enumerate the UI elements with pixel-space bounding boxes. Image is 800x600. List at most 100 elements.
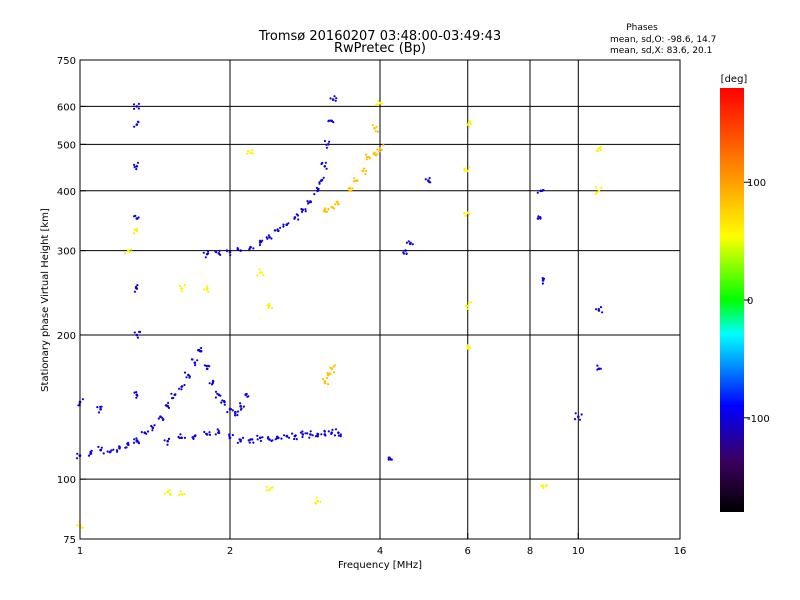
data-point-scatter (411, 243, 414, 246)
data-point-scatter (353, 180, 356, 183)
data-point-scatter (266, 237, 269, 240)
data-point (337, 431, 340, 435)
data-point-scatter (285, 223, 288, 226)
data-point-scatter (157, 417, 160, 420)
data-point-scatter (541, 278, 545, 281)
data-point-scatter (223, 403, 226, 406)
data-point-scatter (205, 432, 208, 435)
data-point-scatter (216, 392, 219, 395)
x-tick-label: 10 (572, 546, 585, 557)
data-point-scatter (251, 152, 254, 155)
data-point-scatter (387, 458, 390, 461)
data-point-scatter (463, 168, 466, 171)
data-point-scatter (220, 401, 223, 404)
data-point-scatter (214, 433, 217, 436)
x-axis-label: Frequency [MHz] (338, 560, 422, 571)
data-point-scatter (228, 433, 231, 436)
x-tick-label: 16 (674, 546, 687, 557)
data-point-scatter (133, 331, 136, 334)
data-point-scatter (137, 441, 140, 444)
data-point-scatter (132, 441, 136, 444)
data-point-scatter (309, 430, 312, 433)
data-point-scatter (241, 436, 245, 439)
data-point-scatter (265, 489, 269, 492)
phase-stats-x: mean, sd,X: 83.6, 20.1 (610, 46, 712, 56)
data-point-scatter (468, 346, 471, 349)
data-point-scatter (133, 391, 136, 394)
data-point-scatter (300, 210, 304, 213)
data-point (249, 151, 252, 155)
data-point-scatter (601, 311, 604, 314)
data-point-scatter (208, 431, 211, 434)
data-point-scatter (136, 394, 139, 397)
data-point-scatter (304, 210, 307, 213)
data-point-scatter (236, 248, 239, 252)
data-point-scatter (183, 436, 186, 439)
data-point-scatter (293, 217, 296, 220)
data-point-scatter (208, 433, 212, 436)
data-point-scatter (319, 500, 322, 503)
data-point-scatter (108, 451, 111, 454)
data-point-scatter (167, 401, 170, 404)
data-point-scatter (178, 493, 181, 496)
y-tick-label: 750 (57, 56, 76, 67)
data-point (180, 436, 183, 440)
data-point-scatter (125, 446, 128, 449)
data-point-scatter (256, 274, 259, 277)
data-point-scatter (135, 168, 138, 171)
data-point-scatter (325, 143, 328, 146)
data-point-scatter (136, 284, 139, 287)
data-point (268, 235, 271, 239)
data-point-scatter (329, 372, 332, 375)
data-point-scatter (595, 308, 598, 311)
data-point-scatter (267, 234, 270, 237)
data-point-scatter (333, 434, 336, 437)
data-point-scatter (136, 161, 140, 164)
data-point-scatter (325, 167, 328, 170)
data-point-scatter (136, 336, 139, 339)
data-point-scatter (256, 434, 259, 437)
data-point-scatter (183, 284, 187, 287)
data-point-scatter (599, 306, 603, 309)
data-point (327, 143, 330, 146)
data-point-scatter (599, 145, 602, 148)
data-point-scatter (599, 148, 602, 151)
data-point-scatter (248, 441, 251, 444)
data-point-scatter (324, 161, 327, 164)
y-tick-label: 75 (63, 535, 76, 546)
colorbar-label: [deg] (721, 74, 748, 85)
data-point (373, 127, 376, 130)
data-point-scatter (205, 288, 209, 291)
data-point-scatter (266, 304, 269, 307)
data-point-scatter (296, 214, 300, 217)
data-point-scatter (183, 371, 187, 374)
data-point-scatter (270, 237, 273, 240)
x-axis-ticks: 1 2 4 6 8 10 16 (77, 533, 687, 557)
data-point-scatter (324, 382, 327, 385)
data-point-scatter (596, 368, 599, 371)
data-point-scatter (326, 372, 329, 375)
data-point-scatter (348, 189, 351, 192)
data-point-scatter (332, 365, 335, 368)
data-point-scatter (424, 178, 427, 181)
data-point (466, 304, 470, 308)
data-point-scatter (273, 229, 276, 232)
data-point-scatter (467, 347, 470, 350)
data-point-scatter (238, 438, 241, 441)
data-point (258, 436, 262, 440)
data-point-scatter (133, 107, 136, 110)
data-point-scatter (219, 394, 222, 397)
data-point-scatter (236, 410, 240, 413)
data-point-scatter (594, 192, 597, 195)
data-point-scatter (81, 398, 84, 401)
data-point (331, 98, 335, 101)
data-point-scatter (200, 346, 203, 350)
x-tick-label: 2 (227, 546, 233, 557)
data-point-scatter (320, 433, 323, 436)
data-point-scatter (134, 286, 137, 289)
data-point-scatter (81, 526, 84, 529)
data-point-scatter (207, 290, 210, 293)
data-point-scatter (128, 251, 131, 254)
data-point-scatter (99, 405, 102, 408)
data-point-scatter (192, 437, 195, 440)
